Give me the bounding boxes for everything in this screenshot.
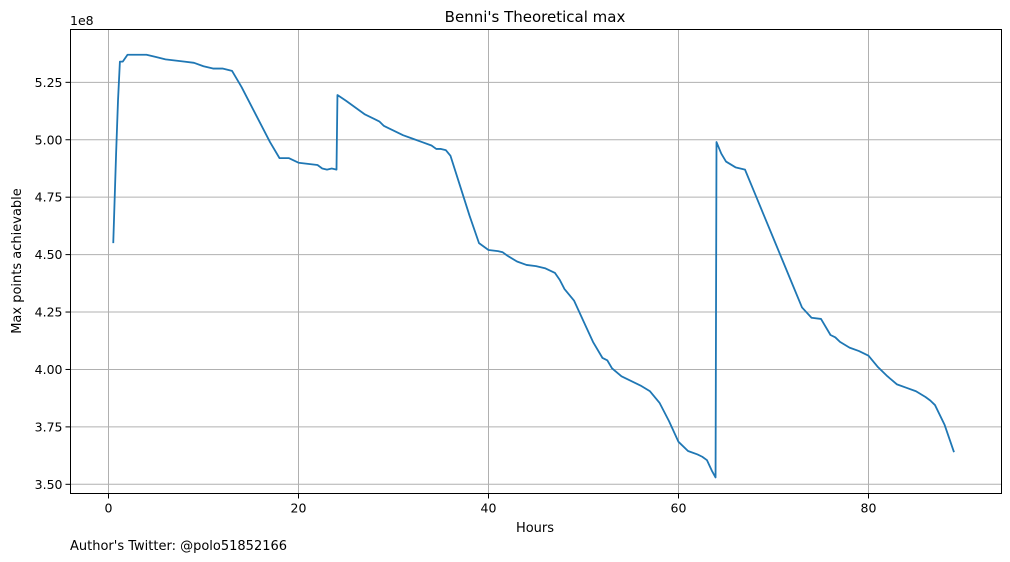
y-tick-label: 3.75 (35, 419, 63, 434)
y-offset-label: 1e8 (70, 13, 94, 28)
x-tick-label: 0 (105, 501, 113, 516)
y-tick-label: 5.00 (35, 132, 63, 147)
x-tick-label: 60 (671, 501, 687, 516)
author-footer: Author's Twitter: @polo51852166 (70, 539, 287, 554)
x-tick-label: 40 (481, 501, 497, 516)
series-line (112, 53, 955, 479)
chart-title: Benni's Theoretical max (445, 8, 626, 26)
x-axis-label: Hours (516, 521, 554, 536)
plot-frame (70, 29, 1002, 494)
y-tick-label: 4.25 (35, 305, 63, 320)
grid-lines (70, 29, 1002, 494)
y-tick-label: 4.50 (35, 247, 63, 262)
y-tick-label: 4.75 (35, 190, 63, 205)
y-tick-label: 4.00 (35, 362, 63, 377)
y-tick-label: 5.25 (35, 75, 63, 90)
axis-ticks: 0 20 40 60 80 3.50 3.75 4.00 4.25 4.50 4.75 5.00 5.2… (35, 75, 877, 516)
x-tick-label: 20 (291, 501, 307, 516)
x-tick-label: 80 (861, 501, 877, 516)
series-layer (112, 53, 955, 479)
y-tick-label: 3.50 (35, 477, 63, 492)
y-axis-label: Max points achievable (10, 188, 25, 334)
